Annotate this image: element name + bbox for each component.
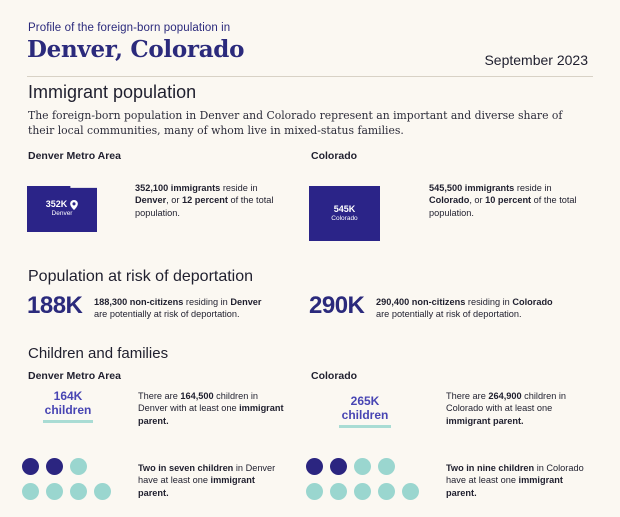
- report-date: September 2023: [484, 52, 588, 68]
- section-heading-children: Children and families: [28, 345, 169, 362]
- colorado-state-map: 545K Colorado: [309, 186, 380, 241]
- ratio-dot: [306, 458, 323, 475]
- ratio-dot: [354, 483, 371, 500]
- denver-children-underline: [43, 419, 93, 423]
- ratio-dot: [70, 458, 87, 475]
- ratio-dot: [46, 483, 63, 500]
- denver-map-value: 352K: [45, 199, 68, 210]
- colorado-map-value: 545K: [333, 203, 356, 214]
- ratio-dot: [94, 483, 111, 500]
- section-heading-immigrant-population: Immigrant population: [28, 82, 197, 102]
- colorado-ratio-dot-grid: [306, 458, 426, 504]
- colorado-region-label: Colorado: [311, 150, 358, 162]
- colorado-deportation-stat: 290,400 non-citizens residing in Colorad…: [376, 297, 553, 320]
- denver-children-value: 164K: [53, 389, 83, 403]
- page-eyebrow: Profile of the foreign-born population i…: [28, 22, 231, 34]
- ratio-dot: [306, 483, 323, 500]
- intro-paragraph: The foreign-born population in Denver an…: [28, 109, 563, 138]
- children-colorado-label: Colorado: [311, 370, 358, 382]
- denver-deportation-stat: 188,300 non-citizens residing in Denver a…: [94, 297, 262, 320]
- denver-ratio-stat: Two in seven children in Denver have at …: [138, 463, 276, 498]
- colorado-children-stat: There are 264,900 children in Colorado w…: [446, 391, 567, 426]
- ratio-dot: [378, 458, 395, 475]
- page-title: Denver, Colorado: [27, 36, 245, 63]
- ratio-dot: [378, 483, 395, 500]
- denver-immigrant-stat: 352,100 immigrants reside in Denver, or …: [135, 183, 274, 218]
- colorado-children-underline: [339, 424, 391, 428]
- ratio-dot: [354, 458, 371, 475]
- ratio-dot: [22, 483, 39, 500]
- ratio-dot: [46, 458, 63, 475]
- colorado-ratio-stat: Two in nine children in Colorado have at…: [446, 463, 584, 498]
- ratio-dot: [330, 483, 347, 500]
- colorado-children-value: 265K: [350, 394, 380, 408]
- ratio-dot: [330, 458, 347, 475]
- denver-children-stat: There are 164,500 children in Denver wit…: [138, 391, 284, 426]
- ratio-dot: [402, 483, 419, 500]
- denver-county-map: 352K Denver: [27, 186, 97, 232]
- denver-deportation-big-number: 188K: [27, 292, 83, 319]
- colorado-map-caption: Colorado: [331, 214, 358, 222]
- location-pin-icon: [70, 200, 79, 211]
- denver-region-label: Denver Metro Area: [28, 150, 121, 162]
- ratio-dot: [22, 458, 39, 475]
- denver-children-figure: 164K children: [38, 389, 98, 423]
- denver-map-caption: Denver: [51, 210, 73, 218]
- colorado-immigrant-stat: 545,500 immigrants reside in Colorado, o…: [429, 183, 577, 218]
- colorado-children-word: children: [341, 407, 389, 422]
- ratio-dot: [70, 483, 87, 500]
- section-heading-deportation: Population at risk of deportation: [28, 268, 254, 285]
- header-divider: [27, 76, 593, 77]
- children-denver-label: Denver Metro Area: [28, 370, 121, 382]
- colorado-children-figure: 265K children: [334, 394, 396, 428]
- colorado-deportation-big-number: 290K: [309, 292, 365, 319]
- denver-ratio-dot-grid: [22, 458, 122, 504]
- denver-children-word: children: [44, 402, 92, 417]
